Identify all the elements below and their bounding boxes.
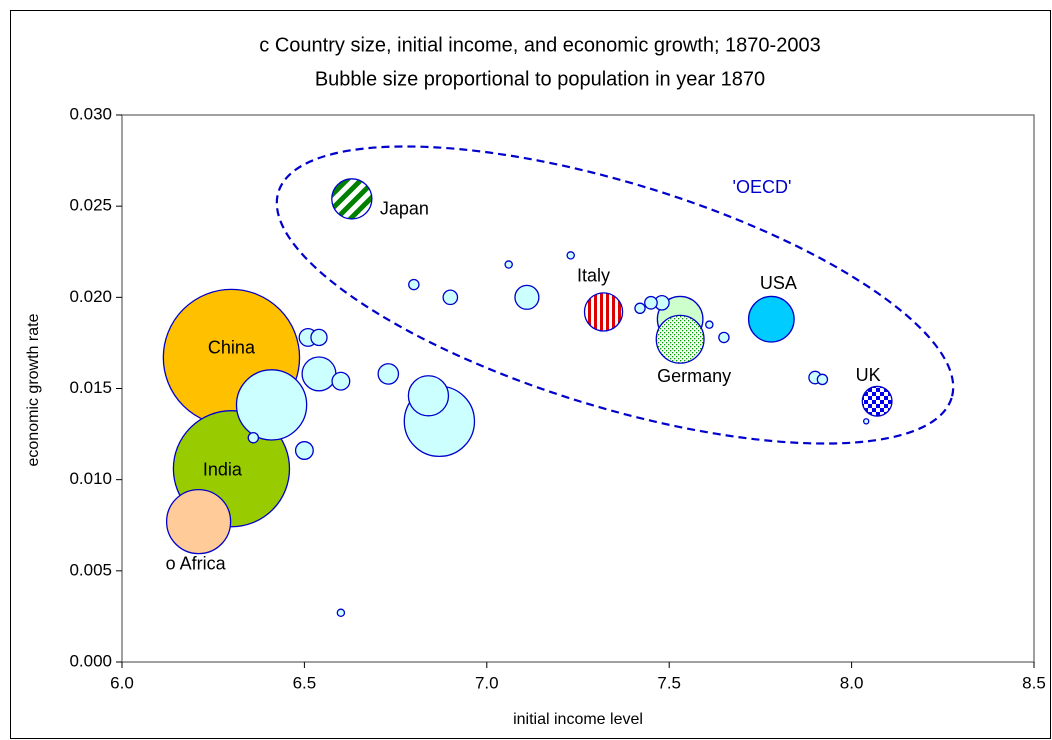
x-tick-label: 8.5 [1022,673,1046,692]
bubble [165,488,232,555]
bubble [442,289,459,306]
y-axis-title: economic growth rate [25,313,42,466]
x-tick-label: 7.5 [657,673,681,692]
y-tick-label: 0.005 [69,560,112,579]
bubble [407,375,450,417]
bubble [331,371,351,391]
x-tick-label: 8.0 [840,673,864,692]
bubble [634,302,646,315]
bubble-label: Germany [657,366,731,386]
bubble [861,385,893,417]
bubble-label: USA [760,273,797,293]
y-tick-label: 0.000 [69,651,112,670]
bubble [310,328,328,347]
bubble [377,363,400,385]
bubble [816,373,829,386]
bubble-label: Japan [380,199,429,219]
bubble [718,331,730,344]
y-tick-label: 0.010 [69,469,112,488]
bubble [566,251,575,260]
bubble [247,431,260,444]
bubble-label: India [203,459,243,479]
bubble [504,260,513,269]
bubble-label: China [208,337,256,357]
bubble [655,314,705,364]
bubble [331,178,373,220]
bubble [705,320,714,329]
bubble-label: o Africa [166,553,227,573]
bubble [301,356,337,392]
bubbles [162,178,893,618]
bubble [514,284,540,310]
bubble [408,278,420,291]
y-tick-label: 0.025 [69,196,112,215]
x-tick-label: 7.0 [475,673,499,692]
x-tick-label: 6.0 [110,673,134,692]
x-tick-label: 6.5 [293,673,317,692]
bubble-label: Italy [577,266,610,286]
chart-subtitle: Bubble size proportional to population i… [315,68,765,90]
bubble [747,295,795,343]
y-tick-label: 0.020 [69,287,112,306]
group-label: 'OECD' [733,177,792,197]
bubble [583,292,624,332]
bubble [336,608,346,618]
bubble [862,418,870,425]
bubble-label: UK [856,365,881,385]
bubble [235,369,308,441]
bubble [294,441,314,460]
oecd-ellipse [275,145,955,445]
x-axis-title: initial income level [513,711,643,728]
y-tick-label: 0.030 [69,104,112,123]
bubble [644,295,658,310]
chart-title: c Country size, initial income, and econ… [259,34,820,56]
y-tick-label: 0.015 [69,378,112,397]
